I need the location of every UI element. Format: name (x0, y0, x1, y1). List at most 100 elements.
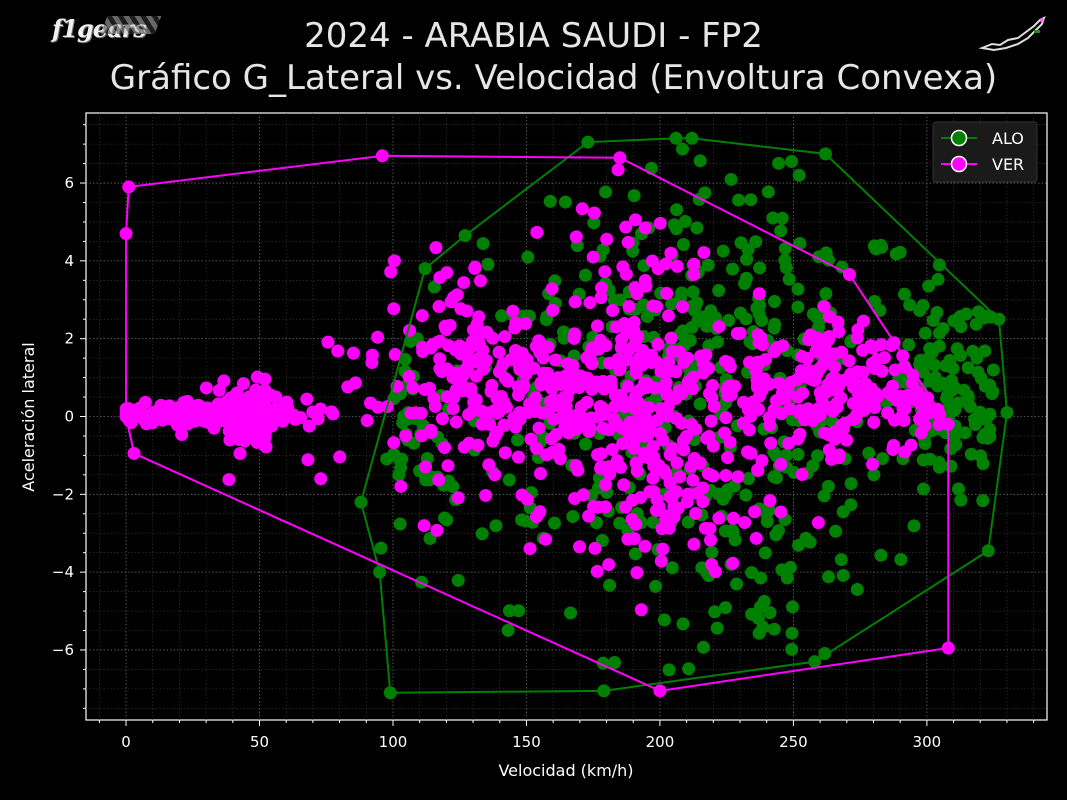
data-point (595, 281, 609, 295)
data-point (640, 310, 654, 324)
data-point (511, 380, 525, 394)
data-point (836, 568, 850, 582)
data-point (495, 309, 509, 323)
data-point (832, 325, 846, 339)
data-point (865, 457, 879, 471)
data-point (748, 505, 762, 519)
data-point (844, 367, 858, 381)
data-point (744, 193, 758, 207)
data-point (524, 432, 538, 446)
data-point (559, 415, 573, 429)
data-point (986, 363, 1000, 377)
data-point (918, 436, 932, 450)
data-point (681, 515, 695, 529)
data-point (348, 376, 362, 390)
y-tick-label: 4 (64, 252, 74, 270)
data-point (549, 428, 563, 442)
data-point (811, 409, 825, 423)
data-point (877, 351, 891, 365)
data-point (732, 193, 746, 207)
data-point (705, 558, 719, 572)
data-point (569, 459, 583, 473)
data-point (533, 505, 547, 519)
data-point (457, 276, 471, 290)
data-point (573, 540, 587, 554)
data-point (696, 481, 710, 495)
data-point (590, 319, 604, 333)
data-point (380, 452, 394, 466)
data-point (753, 261, 767, 275)
data-point (739, 488, 753, 502)
data-point (654, 554, 668, 568)
y-tick-label: −2 (52, 485, 74, 503)
data-point (502, 604, 516, 618)
data-point (791, 447, 805, 461)
data-point (923, 374, 937, 388)
data-point (660, 286, 674, 300)
data-point (451, 491, 465, 505)
data-point (657, 382, 671, 396)
data-point (621, 235, 635, 249)
track-map-icon (978, 16, 1046, 52)
data-point (840, 433, 854, 447)
data-point (387, 436, 401, 450)
data-point (588, 541, 602, 555)
data-point (406, 381, 420, 395)
data-point (333, 450, 347, 464)
data-point (662, 663, 676, 677)
data-point (774, 505, 788, 519)
data-point (856, 365, 870, 379)
data-point (619, 220, 633, 234)
x-tick-label: 200 (646, 733, 675, 751)
data-point (393, 517, 407, 531)
data-point (232, 432, 246, 446)
data-point (545, 445, 559, 459)
data-point (918, 326, 932, 340)
data-point (761, 185, 775, 199)
data-point (685, 382, 699, 396)
data-point (580, 395, 594, 409)
data-point (450, 288, 464, 302)
data-point (710, 621, 724, 635)
data-point (430, 523, 444, 537)
data-point (818, 426, 832, 440)
data-point (767, 470, 781, 484)
data-point (300, 392, 314, 406)
data-point (886, 379, 900, 393)
data-point (653, 426, 667, 440)
data-point (523, 542, 537, 556)
data-point (433, 352, 447, 366)
data-point (898, 445, 912, 459)
ticks: 0 50 100 150 200 250 300 −6 −4 −2 0 2 4 6 (52, 124, 1035, 751)
data-point (687, 257, 701, 271)
x-tick-label: 250 (779, 733, 808, 751)
data-point (446, 402, 460, 416)
data-point (902, 338, 916, 352)
data-point (485, 378, 499, 392)
data-point (752, 626, 766, 640)
data-point (628, 547, 642, 561)
data-point (457, 440, 471, 454)
data-point (459, 341, 473, 355)
data-point (652, 458, 666, 472)
data-point (539, 313, 553, 327)
data-point (978, 344, 992, 358)
data-point (595, 401, 609, 415)
data-point (755, 454, 769, 468)
data-point (822, 570, 836, 584)
data-point (726, 511, 740, 525)
data-point (944, 459, 958, 473)
data-point (578, 413, 592, 427)
data-point (940, 389, 954, 403)
data-point (638, 410, 652, 424)
data-point (976, 494, 990, 508)
data-point (785, 626, 799, 640)
data-point (703, 387, 717, 401)
data-point (698, 186, 712, 200)
chart-title: 2024 - ARABIA SAUDI - FP2 (304, 16, 763, 56)
data-point (608, 655, 622, 669)
data-point (657, 613, 671, 627)
data-point (449, 415, 463, 429)
data-point (783, 402, 797, 416)
data-point (867, 239, 881, 253)
